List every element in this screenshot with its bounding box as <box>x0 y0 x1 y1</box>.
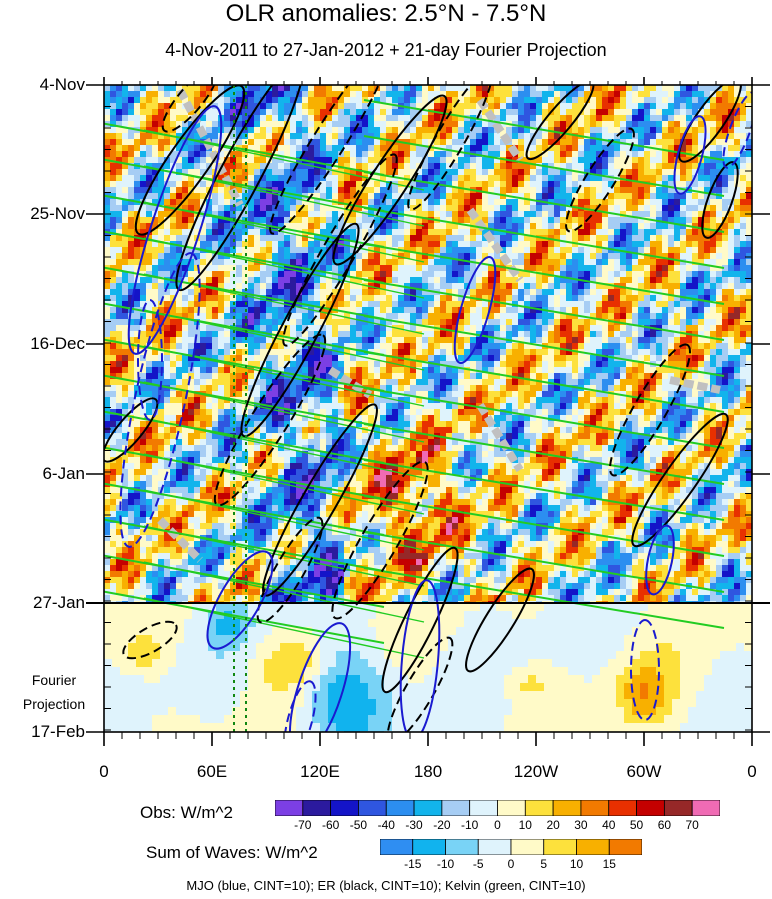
colorbar-swatch-1 <box>302 800 332 816</box>
colorbar-swatch-7 <box>608 839 642 855</box>
colorbar-swatch-4 <box>510 839 545 855</box>
axis-ticks <box>86 77 770 746</box>
colorbar-swatch-2 <box>330 800 359 816</box>
colorbar-swatch-3 <box>358 800 387 816</box>
colorbar-swatch-5 <box>543 839 577 855</box>
colorbar-swatch-11 <box>580 800 610 816</box>
colorbar-tick-5: -20 <box>433 818 451 832</box>
colorbar-tick-5: 10 <box>569 857 584 871</box>
y-tick-25nov: 25-Nov <box>30 204 85 223</box>
obs-colorbar-label: Obs: W/m^2 <box>140 803 233 822</box>
x-tick-0: 0 <box>99 762 109 781</box>
colorbar-tick-1: -60 <box>321 818 340 832</box>
wave-contours <box>104 85 752 732</box>
colorbar-tick-11: 40 <box>602 818 616 832</box>
colorbar-tick-2: -50 <box>349 818 368 832</box>
x-tick-180: 180 <box>413 762 443 781</box>
colorbar-swatch-7 <box>469 800 498 816</box>
y-tick-16dec: 16-Dec <box>30 334 85 353</box>
colorbar-tick-14: 70 <box>685 818 699 832</box>
y-tick-6jan: 6-Jan <box>42 464 85 483</box>
colorbar-swatch-0 <box>380 839 414 855</box>
colorbar-tick-7: 0 <box>494 818 501 832</box>
y-tick-17feb: 17-Feb <box>31 722 85 741</box>
colorbar-tick-4: 5 <box>540 857 548 871</box>
chart-title: OLR anomalies: 2.5°N - 7.5°N <box>225 0 547 27</box>
colorbar-swatch-2 <box>445 839 479 855</box>
colorbar-swatch-1 <box>412 839 446 855</box>
colorbar-tick-0: -70 <box>294 818 312 832</box>
fourier-label: Fourier <box>31 672 77 688</box>
colorbar-tick-0: -15 <box>404 857 422 871</box>
y-tick-4nov: 4-Nov <box>39 75 85 94</box>
colorbar-tick-12: 50 <box>629 818 644 832</box>
colorbar-swatch-12 <box>608 800 637 816</box>
colorbar-swatch-13 <box>636 800 665 816</box>
x-tick-60w: 60W <box>626 762 662 781</box>
colorbar-swatch-0 <box>275 800 304 816</box>
colorbar-swatch-15 <box>691 800 720 816</box>
colorbar-swatch-6 <box>576 839 610 855</box>
colorbar-swatch-9 <box>524 800 554 816</box>
waves-colorbar-label: Sum of Waves: W/m^2 <box>146 843 318 862</box>
x-tick-0-end: 0 <box>747 762 757 781</box>
colorbar-tick-3: -40 <box>377 818 395 832</box>
colorbar-tick-13: 60 <box>657 818 672 832</box>
colorbar-swatch-14 <box>663 800 693 816</box>
colorbar-swatch-8 <box>497 800 526 816</box>
colorbar-tick-6: 15 <box>602 857 616 871</box>
colorbar-tick-1: -10 <box>436 857 455 871</box>
projection-label: Projection <box>22 696 86 712</box>
colorbar-swatch-10 <box>552 800 582 816</box>
colorbar-tick-6: -10 <box>461 818 479 832</box>
wave-legend-footer: MJO (blue, CINT=10); ER (black, CINT=10)… <box>186 878 586 893</box>
colorbar-tick-3: 0 <box>507 857 515 871</box>
x-tick-60e: 60E <box>196 762 228 781</box>
y-tick-27jan: 27-Jan <box>33 593 85 612</box>
colorbar-tick-8: 10 <box>518 818 532 832</box>
waves-colorbar <box>380 839 642 855</box>
x-tick-120e: 120E <box>300 762 340 781</box>
colorbar-tick-9: 20 <box>546 818 560 832</box>
colorbar-swatch-6 <box>441 800 471 816</box>
obs-colorbar <box>275 800 720 816</box>
chart-subtitle: 4-Nov-2011 to 27-Jan-2012 + 21-day Fouri… <box>165 40 607 60</box>
colorbar-swatch-3 <box>477 839 512 855</box>
colorbar-tick-10: 30 <box>574 818 588 832</box>
colorbar-tick-2: -5 <box>472 857 484 871</box>
x-tick-120w: 120W <box>513 762 559 781</box>
colorbar-swatch-5 <box>413 800 443 816</box>
colorbar-tick-4: -30 <box>405 818 423 832</box>
colorbar-swatch-4 <box>385 800 415 816</box>
